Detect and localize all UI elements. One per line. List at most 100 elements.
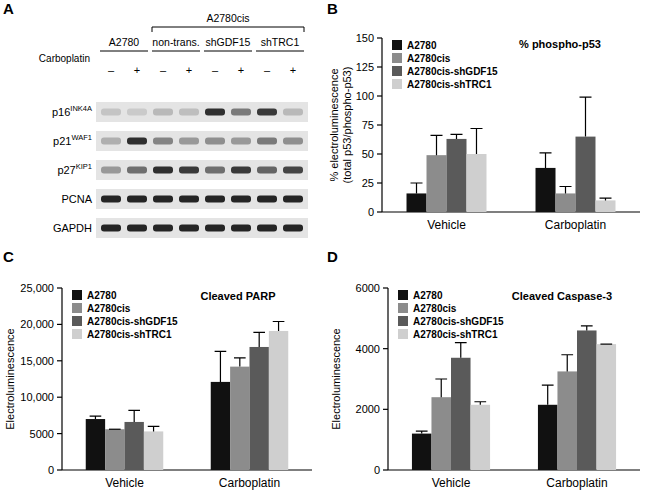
group-label: A2780 (109, 36, 140, 48)
legend-swatch (72, 290, 82, 300)
legend-swatch (398, 329, 408, 339)
legend-swatch (398, 290, 408, 300)
bar (269, 331, 288, 470)
bar (556, 193, 576, 212)
y-tick-label: 6000 (356, 282, 380, 294)
y-axis-label: (total p53/phospho-p53) (341, 67, 353, 184)
row-name: GAPDH (53, 222, 92, 234)
error-bar (435, 379, 447, 397)
bar (230, 367, 249, 470)
bar (407, 193, 427, 212)
legend-swatch (72, 316, 82, 326)
group-label: shGDF15 (206, 36, 251, 48)
bar (471, 405, 491, 470)
y-tick-label: 5000 (30, 428, 54, 440)
band (127, 225, 147, 232)
x-tick-label: Carboplatin (545, 218, 606, 232)
band (257, 167, 277, 174)
panel-label: C (3, 248, 14, 265)
error-bar (474, 402, 486, 405)
bar (576, 137, 596, 212)
error-bar (455, 343, 467, 358)
error-bar (561, 355, 573, 372)
chart-title: % phospho-p53 (519, 38, 601, 50)
y-axis-label: % electroluminescence (328, 68, 340, 181)
band (101, 196, 121, 203)
error-bar (470, 128, 482, 154)
bar (466, 154, 486, 212)
error-bar (148, 426, 160, 431)
blot-strip (96, 131, 308, 151)
bars (412, 326, 616, 470)
y-tick (377, 124, 382, 125)
panel-label: B (327, 0, 338, 17)
blot-strip (96, 102, 308, 122)
group-label: non-trans. (152, 36, 199, 48)
y-tick (57, 397, 62, 398)
band (153, 167, 173, 174)
band (231, 109, 251, 116)
row-label: p16INK4A (52, 104, 92, 118)
error-bar (431, 135, 443, 155)
error-bar (579, 97, 591, 136)
band (231, 196, 251, 203)
y-tick-label: 2000 (356, 403, 380, 415)
treatment-sign: – (212, 64, 219, 76)
bar (538, 405, 558, 470)
y-tick-label: 0 (368, 206, 374, 218)
band (231, 225, 251, 232)
group-line (100, 51, 148, 52)
group-line (204, 51, 252, 52)
band (231, 167, 251, 174)
legend-swatch (398, 303, 408, 313)
y-tick-label: 50 (362, 148, 374, 160)
chart-title: Cleaved Caspase-3 (512, 290, 612, 302)
legend-label: A2780cis-shTRC1 (87, 329, 172, 340)
bar (86, 419, 105, 470)
y-tick-label: 15,000 (20, 355, 54, 367)
error-bar (600, 344, 612, 345)
error-bar (90, 416, 102, 419)
bar-chart: 0200040006000ElectroluminescenceCleaved … (330, 282, 640, 490)
treatment-sign: + (186, 64, 192, 76)
treatment-sign: – (264, 64, 271, 76)
band (205, 167, 225, 174)
y-tick (377, 66, 382, 67)
band (179, 167, 199, 174)
band (257, 138, 277, 145)
error-bar (450, 134, 462, 139)
y-tick (57, 469, 62, 470)
y-tick-label: 25,000 (20, 282, 54, 294)
error-bar (215, 351, 227, 382)
x-tick-label: Vehicle (432, 476, 471, 490)
legend-label: A2780cis-shGDF15 (407, 66, 498, 77)
legend: A2780A2780cisA2780cis-shGDF15A2780cis-sh… (398, 290, 504, 340)
band (153, 225, 173, 232)
bar (595, 200, 615, 212)
band (231, 138, 251, 145)
error-bar (234, 358, 246, 367)
blot-panel: A2780–+non-trans.–+shGDF15–+shTRC1–+A278… (39, 12, 308, 238)
treatment-sign: + (134, 64, 140, 76)
bar (211, 382, 230, 470)
group-line (152, 51, 200, 52)
y-tick-label: 0 (374, 464, 380, 476)
legend-label: A2780 (407, 40, 437, 51)
legend-swatch (392, 40, 402, 50)
legend-swatch (392, 53, 402, 63)
band (257, 225, 277, 232)
y-axis-label: Electroluminescence (4, 328, 16, 430)
y-axis (61, 288, 62, 470)
bar-chart: 0500010,00015,00020,00025,000Electrolumi… (4, 282, 312, 490)
band (205, 196, 225, 203)
group-label: shTRC1 (261, 36, 300, 48)
legend-label: A2780 (87, 290, 117, 301)
row-superscript: KIP1 (76, 162, 92, 171)
legend: A2780A2780cisA2780cis-shGDF15A2780cis-sh… (392, 40, 498, 90)
y-tick-label: 150 (356, 32, 374, 44)
row-superscript: WAF1 (71, 133, 92, 142)
error-bar (416, 431, 428, 433)
band (179, 109, 199, 116)
band (127, 167, 147, 174)
legend-label: A2780cis (87, 303, 131, 314)
